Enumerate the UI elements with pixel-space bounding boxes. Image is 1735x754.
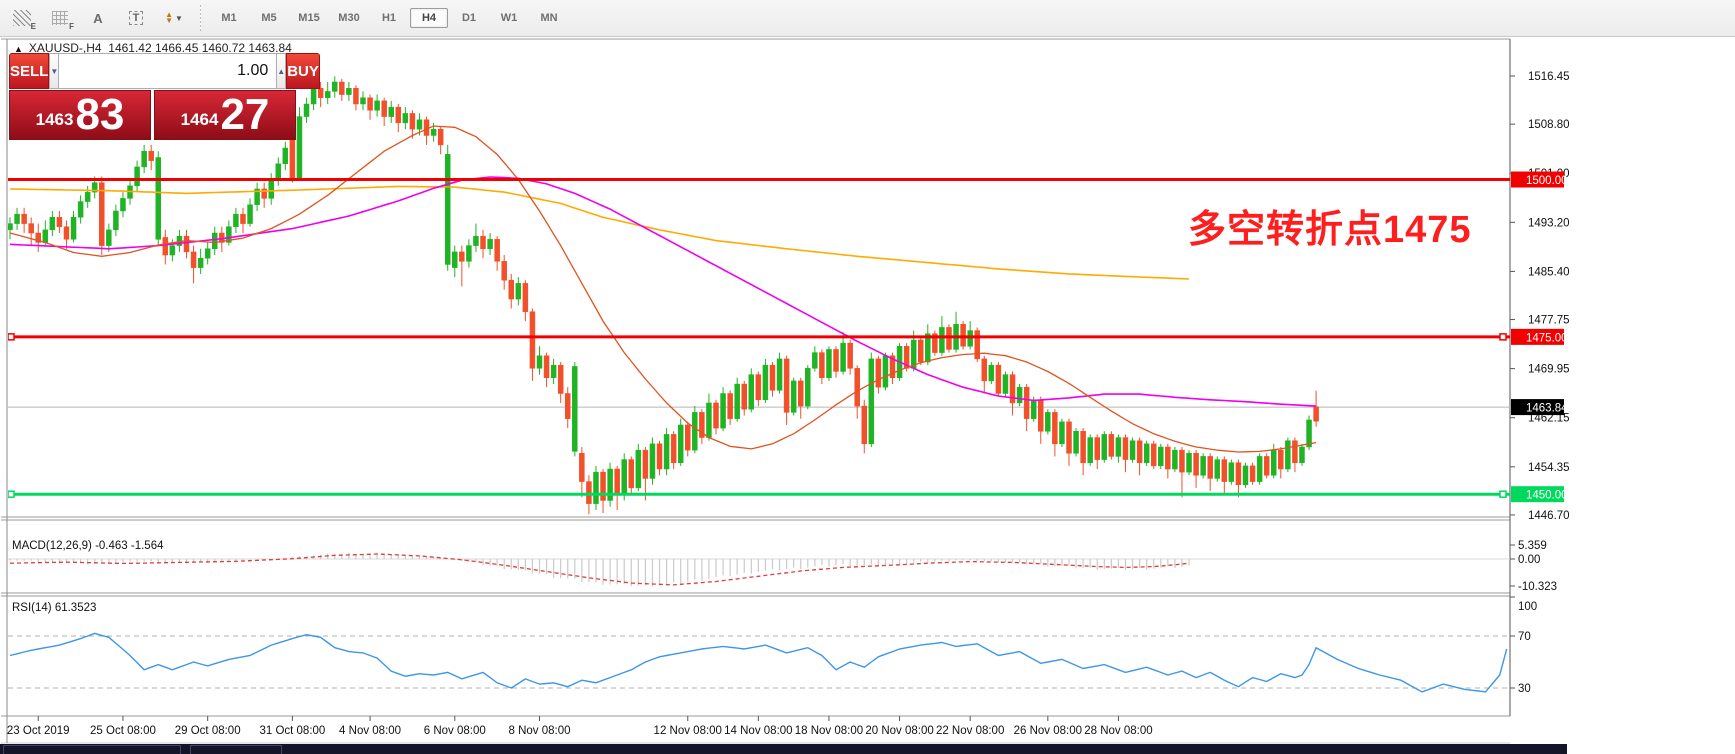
chart-properties-icon[interactable]: E — [6, 5, 38, 31]
timeframe-button-H1[interactable]: H1 — [381, 12, 397, 24]
timeframe-button-M15[interactable]: M15 — [298, 12, 320, 24]
time-tick-label: 29 Oct 08:00 — [175, 725, 241, 737]
price-tick-label: 1469.95 — [1528, 364, 1570, 376]
line-anchor[interactable] — [1499, 490, 1507, 498]
time-tick-label: 12 Nov 08:00 — [654, 725, 722, 737]
time-tick-label: 22 Nov 08:00 — [936, 725, 1004, 737]
price-tick-label: 1446.70 — [1528, 510, 1570, 522]
grid-icon[interactable]: F — [44, 5, 76, 31]
text-box-icon[interactable]: T — [120, 5, 152, 31]
text-label-icon[interactable]: A — [82, 5, 114, 31]
rsi-panel — [8, 632, 1510, 693]
macd-histogram — [9, 552, 1190, 587]
timeframe-button-D1[interactable]: D1 — [461, 12, 477, 24]
level-badge-1500.00-label: 1500.00 — [1526, 175, 1568, 187]
macd-axis-label: 0.00 — [1518, 554, 1540, 566]
timeframe-button-MN[interactable]: MN — [540, 12, 558, 24]
line-anchor[interactable] — [1499, 333, 1507, 341]
collapse-arrow-icon[interactable]: ▲ — [14, 44, 23, 54]
volume-input[interactable] — [59, 53, 277, 89]
time-axis: 23 Oct 2019 25 Oct 08:00 29 Oct 08:00 31 Oc… — [7, 716, 1153, 737]
timeframe-bar: M1 M5 M15 M30 H1 H4 D1 W1 MN — [209, 8, 569, 28]
price-tick-label: 1508.80 — [1528, 119, 1570, 131]
taskbar-segment — [3, 745, 181, 754]
volume-decrease-button[interactable]: ▼ — [49, 53, 60, 89]
sell-price-box[interactable]: 1463 83 — [9, 90, 151, 140]
chart-text-annotation[interactable]: 多空转折点1475 — [1188, 209, 1472, 251]
timeframe-button-M5[interactable]: M5 — [261, 12, 277, 24]
price-tick-label: 1493.20 — [1528, 217, 1570, 229]
macd-axis-label: 5.359 — [1518, 540, 1547, 552]
macd-axis-label: -10.323 — [1518, 581, 1557, 593]
current-price-badge — [1511, 399, 1564, 416]
line-anchor[interactable] — [8, 490, 15, 498]
level-badge-1475.00 — [1511, 328, 1564, 345]
price-tick-label: 1462.15 — [1528, 413, 1570, 425]
sell-button[interactable]: SELL — [9, 53, 50, 89]
buy-price-big: 27 — [220, 90, 270, 139]
timeframe-button-M30[interactable]: M30 — [338, 12, 360, 24]
volume-increase-button[interactable]: ▲ — [276, 53, 287, 89]
time-tick-label: 20 Nov 08:00 — [865, 725, 933, 737]
time-tick-label: 6 Nov 08:00 — [424, 725, 486, 737]
timeframe-button-M1[interactable]: M1 — [221, 12, 237, 24]
taskbar-segment — [190, 745, 282, 754]
one-click-trading-panel: SELL ▼ ▲ BUY 1463 83 1464 27 — [9, 53, 320, 140]
sort-arrows-glyph: ▲ ▼ — [165, 10, 173, 25]
letter-a-glyph: A — [93, 10, 103, 26]
icon-sub-f: F — [69, 22, 74, 31]
symbol-label: XAUUSD-,H4 — [28, 41, 102, 55]
time-tick-label: 31 Oct 08:00 — [259, 725, 325, 737]
price-tick-label: 1516.45 — [1528, 71, 1570, 83]
buy-price-base: 1464 — [180, 110, 219, 129]
sell-price-base: 1463 — [35, 110, 74, 129]
time-tick-label: 4 Nov 08:00 — [339, 725, 401, 737]
chevron-down-icon: ▼ — [175, 13, 183, 23]
current-price-badge-label: 1463.84 — [1526, 403, 1568, 415]
hatch-glyph — [13, 10, 31, 26]
time-tick-label: 26 Nov 08:00 — [1014, 725, 1082, 737]
time-tick-label: 18 Nov 08:00 — [795, 725, 863, 737]
rsi-axis-label: 70 — [1518, 631, 1531, 643]
level-badge-1450.00-label: 1450.00 — [1526, 490, 1568, 502]
icon-sub-e: E — [30, 22, 36, 31]
time-tick-label: 14 Nov 08:00 — [724, 725, 792, 737]
macd-indicator-label: MACD(12,26,9) -0.463 -1.564 — [12, 540, 164, 552]
taskbar-strip — [0, 744, 1567, 754]
chart-title: ▲ XAUUSD-,H4 1461.42 1466.45 1460.72 1463… — [14, 41, 292, 55]
price-tick-label: 1485.40 — [1528, 266, 1570, 278]
price-tick-label: 1454.35 — [1528, 462, 1570, 474]
time-tick-label: 25 Oct 08:00 — [90, 725, 156, 737]
level-badge-1500.00 — [1511, 171, 1564, 188]
arrange-windows-icon[interactable]: ▲ ▼ ▼ — [158, 5, 190, 31]
boxed-t-glyph: T — [128, 11, 144, 25]
toolbar: E F A T ▲ ▼ ▼ M1 M5 M15 M30 H1 H4 D1 W1 MN — [0, 0, 1735, 37]
level-badge-1450.00 — [1511, 486, 1564, 503]
macd-panel — [8, 552, 1510, 587]
level-badge-1475.00-label: 1475.00 — [1526, 332, 1568, 344]
time-tick-label: 8 Nov 08:00 — [508, 725, 570, 737]
price-tick-label: 1477.75 — [1528, 315, 1570, 327]
toolbar-separator — [200, 5, 201, 31]
time-tick-label: 23 Oct 2019 — [7, 725, 70, 737]
rsi-indicator-label: RSI(14) 61.3523 — [12, 602, 97, 614]
candles — [8, 76, 1319, 515]
dots-glyph — [52, 11, 68, 25]
buy-button[interactable]: BUY — [286, 53, 320, 89]
time-tick-label: 28 Nov 08:00 — [1084, 725, 1152, 737]
ohlc-values: 1461.42 1466.45 1460.72 1463.84 — [108, 41, 292, 55]
buy-price-box[interactable]: 1464 27 — [154, 90, 296, 140]
rsi-axis-label: 100 — [1518, 601, 1537, 613]
line-anchor[interactable] — [8, 333, 15, 341]
rsi-axis-label: 30 — [1518, 683, 1531, 695]
sell-price-big: 83 — [75, 90, 125, 139]
timeframe-button-H4[interactable]: H4 — [410, 8, 448, 28]
timeframe-button-W1[interactable]: W1 — [500, 12, 518, 24]
price-axis: 1516.451508.801501.001493.201485.401477.… — [1510, 71, 1570, 695]
main-chart-panel — [8, 76, 1510, 515]
